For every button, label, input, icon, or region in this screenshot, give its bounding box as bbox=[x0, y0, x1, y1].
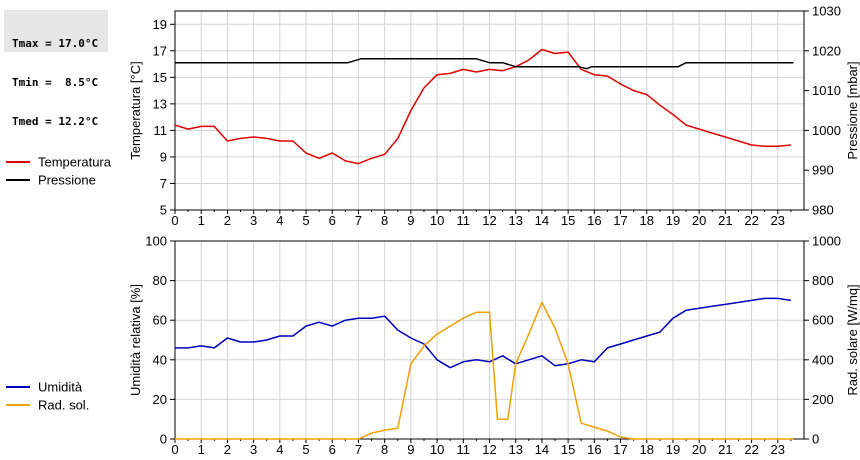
x-tick-label: 18 bbox=[640, 442, 654, 457]
x-tick-label: 19 bbox=[666, 213, 680, 228]
x-tick-label: 23 bbox=[771, 213, 785, 228]
y-right-axis-label: Rad. solare [W/mq] bbox=[845, 284, 860, 395]
series-line-rad-sol bbox=[175, 301, 794, 440]
x-tick-label: 2 bbox=[224, 213, 231, 228]
x-tick-label: 20 bbox=[692, 213, 706, 228]
x-tick-label: 6 bbox=[329, 213, 336, 228]
x-tick-label: 14 bbox=[535, 213, 549, 228]
y-left-tick-label: 17 bbox=[153, 43, 167, 58]
y-right-tick-label: 1010 bbox=[812, 83, 841, 98]
x-tick-label: 22 bbox=[744, 213, 758, 228]
x-tick-label: 1 bbox=[198, 213, 205, 228]
stat-tmin: Tmin = 8.5°C bbox=[12, 76, 99, 89]
y-right-tick-label: 1000 bbox=[812, 123, 841, 138]
x-tick-label: 21 bbox=[718, 213, 732, 228]
y-right-tick-label: 1000 bbox=[812, 234, 841, 249]
y-left-tick-label: 80 bbox=[153, 273, 167, 288]
y-right-axis-label: Pressione [mbar] bbox=[845, 61, 860, 159]
x-tick-label: 22 bbox=[744, 442, 758, 457]
x-tick-label: 13 bbox=[508, 213, 522, 228]
y-right-tick-label: 0 bbox=[812, 432, 819, 447]
x-tick-label: 8 bbox=[381, 442, 388, 457]
x-tick-label: 23 bbox=[771, 442, 785, 457]
x-tick-label: 7 bbox=[355, 213, 362, 228]
x-tick-label: 6 bbox=[329, 442, 336, 457]
stats-box: Tmax = 17.0°C Tmin = 8.5°C Tmed = 12.2°C bbox=[4, 10, 108, 128]
y-right-tick-label: 200 bbox=[812, 392, 834, 407]
y-left-tick-label: 40 bbox=[153, 352, 167, 367]
y-left-tick-label: 15 bbox=[153, 70, 167, 85]
x-tick-label: 3 bbox=[250, 442, 257, 457]
series-line-pressione bbox=[175, 58, 794, 70]
x-tick-label: 16 bbox=[587, 213, 601, 228]
x-tick-label: 21 bbox=[718, 442, 732, 457]
stat-tmax: Tmax = 17.0°C bbox=[12, 37, 99, 50]
y-left-axis-label: Umidità relativa [%] bbox=[128, 284, 143, 396]
x-tick-label: 0 bbox=[171, 213, 178, 228]
y-right-tick-label: 1020 bbox=[812, 43, 841, 58]
x-tick-label: 4 bbox=[276, 442, 283, 457]
x-tick-label: 14 bbox=[535, 442, 549, 457]
x-tick-label: 11 bbox=[457, 442, 471, 457]
y-left-tick-label: 5 bbox=[160, 203, 167, 218]
y-left-tick-label: 19 bbox=[153, 17, 167, 32]
x-tick-label: 5 bbox=[302, 442, 309, 457]
x-tick-label: 18 bbox=[640, 213, 654, 228]
legend-label: Pressione bbox=[38, 173, 96, 188]
x-tick-label: 12 bbox=[482, 442, 496, 457]
y-right-tick-label: 1030 bbox=[812, 4, 841, 19]
x-tick-label: 11 bbox=[457, 213, 471, 228]
y-right-tick-label: 990 bbox=[812, 163, 834, 178]
x-tick-label: 1 bbox=[198, 442, 205, 457]
series-line-temperatura bbox=[174, 48, 791, 165]
legend-label: Rad. sol. bbox=[38, 398, 89, 413]
y-right-tick-label: 400 bbox=[812, 352, 834, 367]
x-tick-label: 12 bbox=[482, 213, 496, 228]
x-tick-label: 9 bbox=[407, 213, 414, 228]
x-tick-label: 17 bbox=[613, 213, 627, 228]
legend-label: Temperatura bbox=[38, 155, 112, 170]
y-left-tick-label: 20 bbox=[153, 392, 167, 407]
x-tick-label: 3 bbox=[250, 213, 257, 228]
y-left-tick-label: 7 bbox=[160, 176, 167, 191]
x-tick-label: 0 bbox=[171, 442, 178, 457]
y-left-tick-label: 9 bbox=[160, 149, 167, 164]
x-tick-label: 15 bbox=[561, 213, 575, 228]
y-right-tick-label: 800 bbox=[812, 273, 834, 288]
x-tick-label: 4 bbox=[276, 213, 283, 228]
x-tick-label: 17 bbox=[613, 442, 627, 457]
y-left-tick-label: 100 bbox=[145, 234, 167, 249]
x-tick-label: 10 bbox=[430, 442, 444, 457]
x-tick-label: 10 bbox=[430, 213, 444, 228]
y-right-tick-label: 600 bbox=[812, 313, 834, 328]
y-left-tick-label: 0 bbox=[160, 432, 167, 447]
y-left-axis-label: Temperatura [°C] bbox=[128, 61, 143, 159]
x-tick-label: 16 bbox=[587, 442, 601, 457]
x-tick-label: 2 bbox=[224, 442, 231, 457]
x-tick-label: 20 bbox=[692, 442, 706, 457]
x-tick-label: 13 bbox=[508, 442, 522, 457]
x-tick-label: 15 bbox=[561, 442, 575, 457]
legend-label: Umidità bbox=[38, 380, 83, 395]
x-tick-label: 19 bbox=[666, 442, 680, 457]
y-left-tick-label: 11 bbox=[154, 123, 168, 138]
x-tick-label: 8 bbox=[381, 213, 388, 228]
x-tick-label: 7 bbox=[355, 442, 362, 457]
y-left-tick-label: 13 bbox=[153, 96, 167, 111]
x-tick-label: 5 bbox=[302, 213, 309, 228]
y-right-tick-label: 980 bbox=[812, 203, 834, 218]
series-line-umidit bbox=[175, 297, 792, 369]
y-left-tick-label: 60 bbox=[153, 313, 167, 328]
x-tick-label: 9 bbox=[407, 442, 414, 457]
stat-tmed: Tmed = 12.2°C bbox=[12, 115, 99, 128]
